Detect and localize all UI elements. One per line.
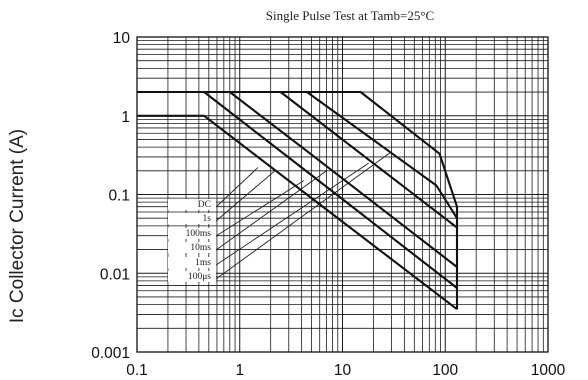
curve-label: 100μs [188, 272, 211, 282]
grid [137, 37, 548, 352]
y-tick-label: 10 [113, 30, 131, 47]
y-tick-label: 1 [121, 109, 130, 126]
curve-label-bg [168, 199, 216, 210]
plot-border [136, 36, 549, 353]
x-tick-labels: 0.1 1 10 100 1000 [126, 362, 565, 379]
y-axis-label: Ic Collector Current (A) [7, 129, 28, 323]
series-line [137, 114, 458, 311]
curve-label-bg [168, 271, 216, 282]
x-tick-label: 100 [432, 362, 458, 379]
chart-title: Single Pulse Test at Tamb=25°C [266, 8, 434, 23]
y-tick-labels: 0.001 0.01 0.1 1 10 [91, 30, 130, 362]
curves [137, 90, 459, 311]
curve-label: 10ms [190, 243, 211, 253]
series-line [137, 90, 458, 268]
curve-label: 1s [203, 214, 212, 224]
y-tick-label: 0.1 [108, 188, 130, 205]
plot-frame [136, 36, 549, 353]
series-line [137, 90, 459, 310]
y-tick-label: 0.01 [100, 266, 130, 283]
x-tick-label: 10 [334, 362, 352, 379]
curve-label-bg [168, 242, 216, 253]
x-tick-label: 1000 [531, 362, 566, 379]
curve-label-bg [168, 213, 216, 224]
curve-label: DC [198, 200, 211, 210]
curve-label-line [215, 180, 305, 237]
x-tick-label: 0.1 [126, 362, 148, 379]
x-tick-label: 1 [235, 362, 244, 379]
curve-label-line [215, 151, 392, 280]
y-tick-label: 0.001 [91, 345, 130, 362]
curve-label-bg [168, 257, 216, 268]
curve-label-line [215, 170, 327, 251]
curve-label-line [215, 167, 259, 208]
curve-labels: DC 1s 100ms 10ms 1ms 100μs [168, 199, 216, 282]
curve-label: 1ms [195, 258, 211, 268]
curve-label: 100ms [186, 229, 212, 239]
curve-label-line [215, 170, 276, 222]
curve-label-bg [168, 228, 216, 239]
